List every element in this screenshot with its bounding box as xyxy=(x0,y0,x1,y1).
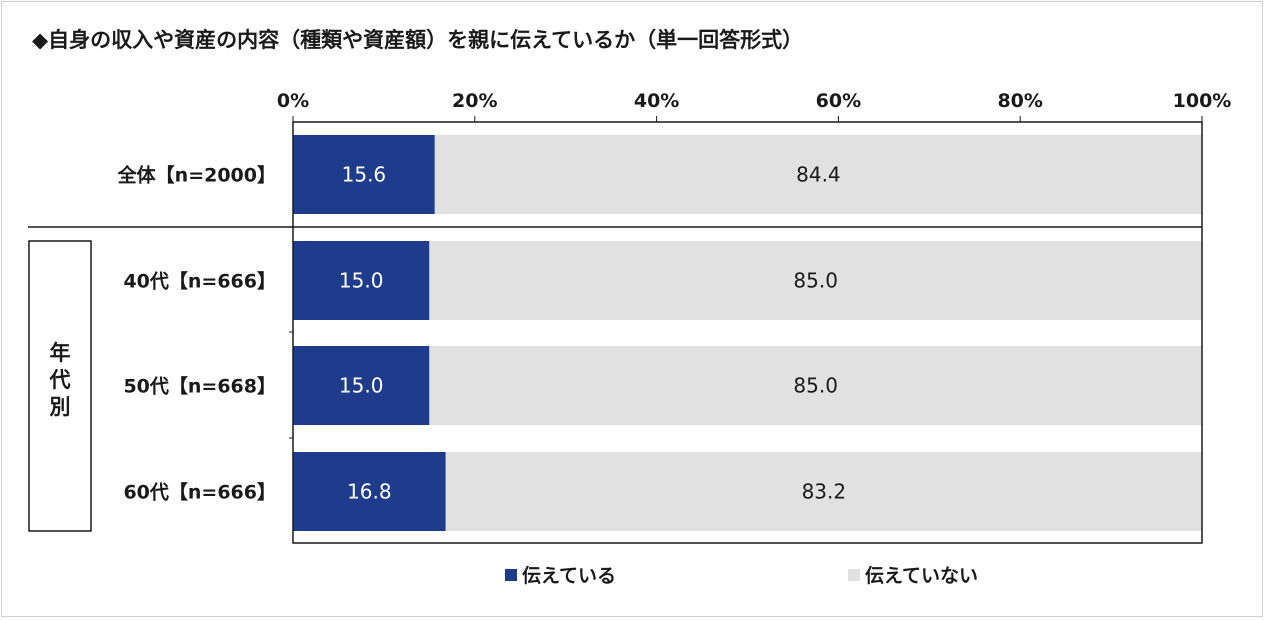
data-label: 85.0 xyxy=(793,374,838,398)
group-label-char: 代 xyxy=(49,368,71,392)
data-label: 84.4 xyxy=(796,163,841,187)
legend-label: 伝えていない xyxy=(865,565,978,587)
data-label: 15.0 xyxy=(339,269,384,293)
chart-title: ◆自身の収入や資産の内容（種類や資産額）を親に伝えているか（単一回答形式） xyxy=(32,28,804,52)
x-tick-label: 80% xyxy=(997,90,1042,112)
group-box: 年代別 xyxy=(28,240,92,532)
x-axis-ticks: 0% 20% 40% 60% 80% 100% xyxy=(277,90,1231,122)
bar-segment xyxy=(293,346,430,425)
bar-segment xyxy=(445,452,1202,531)
data-label: 15.0 xyxy=(339,374,384,398)
category-label: 全体【n=2000】 xyxy=(117,164,276,187)
bar-segment xyxy=(429,346,1203,425)
bars: 15.6 84.4 15.0 85.0 15.0 85.0 16.8 83.2 xyxy=(293,135,1203,531)
category-label: 40代【n=666】 xyxy=(123,270,276,293)
category-label: 60代【n=666】 xyxy=(123,481,276,504)
data-label: 85.0 xyxy=(793,269,838,293)
bar-segment xyxy=(293,452,446,531)
data-label: 15.6 xyxy=(342,163,387,187)
group-label-box xyxy=(28,240,92,532)
legend-swatch xyxy=(848,569,860,581)
plot-frame xyxy=(28,121,1203,544)
x-tick-label: 20% xyxy=(452,90,497,112)
x-tick-label: 60% xyxy=(816,90,861,112)
legend: 伝えている 伝えていない xyxy=(505,565,978,587)
data-label: 83.2 xyxy=(802,480,847,504)
bar-segment xyxy=(429,241,1203,320)
x-tick-label: 100% xyxy=(1173,90,1232,112)
data-label: 16.8 xyxy=(347,480,392,504)
legend-swatch xyxy=(505,569,517,581)
group-label-char: 別 xyxy=(50,395,71,419)
x-tick-label: 40% xyxy=(634,90,679,112)
bar-segment xyxy=(293,135,435,214)
category-label: 50代【n=668】 xyxy=(123,375,276,398)
category-labels: 全体【n=2000】 40代【n=666】 50代【n=668】 60代【n=666】 xyxy=(117,164,276,504)
bar-segment xyxy=(293,241,430,320)
legend-label: 伝えている xyxy=(522,565,616,587)
bar-segment xyxy=(434,135,1203,214)
group-label-char: 年 xyxy=(50,341,71,365)
x-tick-label: 0% xyxy=(277,90,309,112)
